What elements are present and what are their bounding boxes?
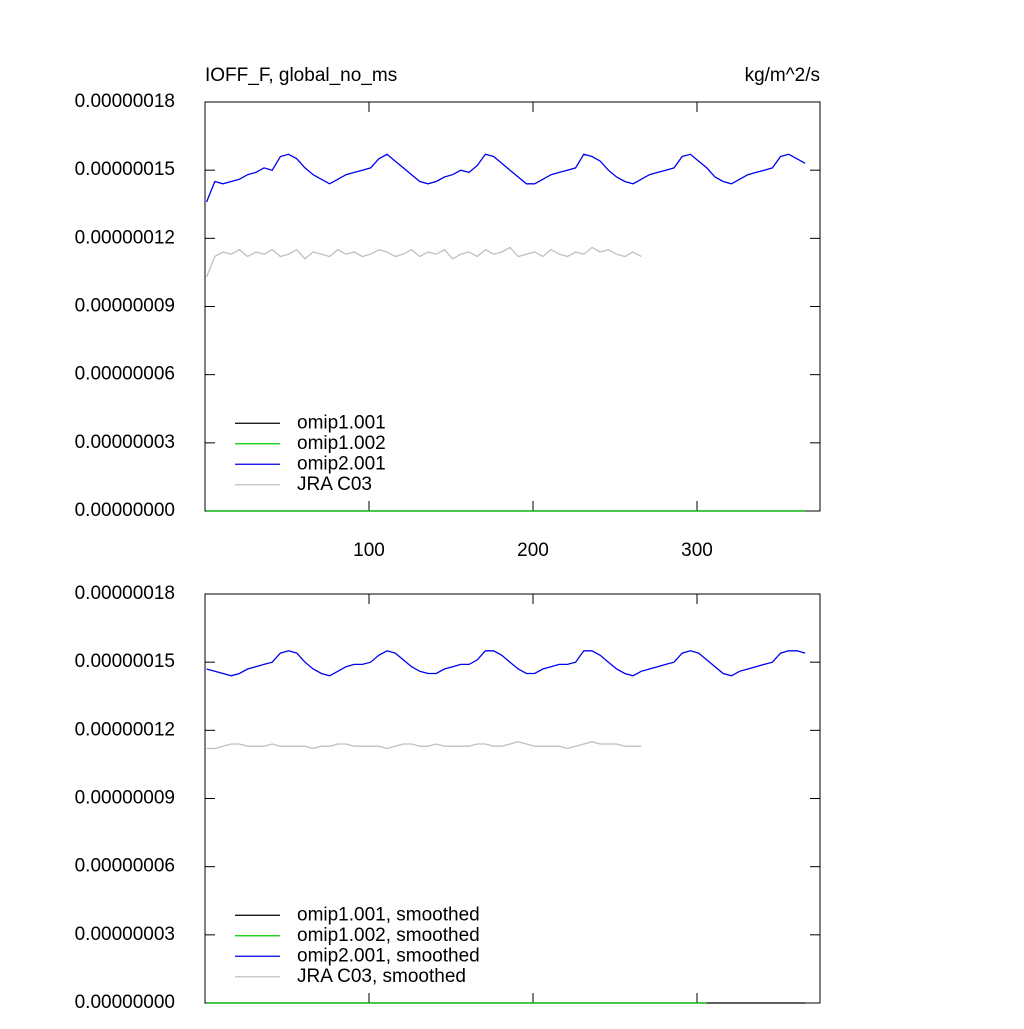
x-tick-label: 300 [681, 540, 713, 561]
legend-label: JRA C03 [297, 474, 372, 495]
x-tick-label: 200 [517, 540, 549, 561]
series-line [205, 246, 642, 278]
legend-label: JRA C03, smoothed [297, 966, 466, 987]
legend-label: omip2.001 [297, 453, 386, 474]
series-line [206, 650, 806, 677]
y-tick-label: 0.00000000 [75, 500, 175, 521]
y-tick-label: 0.00000009 [75, 296, 175, 317]
y-tick-label: 0.00000009 [75, 788, 175, 809]
y-tick-label: 0.00000012 [75, 719, 175, 740]
legend-label: omip1.002 [297, 433, 386, 454]
legend-label: omip1.001 [297, 412, 386, 433]
legend-label: omip2.001, smoothed [297, 945, 480, 966]
x-tick-label: 100 [353, 540, 385, 561]
y-tick-label: 0.00000006 [75, 856, 175, 877]
y-tick-label: 0.00000003 [75, 924, 175, 945]
y-tick-label: 0.00000018 [75, 91, 175, 112]
chart-title: IOFF_F, global_no_ms [205, 65, 397, 86]
y-tick-label: 0.00000000 [75, 992, 175, 1013]
y-tick-label: 0.00000006 [75, 364, 175, 385]
legend-label: omip1.001, smoothed [297, 904, 480, 925]
legend-label: omip1.002, smoothed [297, 925, 480, 946]
series-line [206, 741, 642, 750]
y-tick-label: 0.00000015 [75, 651, 175, 672]
series-line [205, 153, 806, 203]
y-tick-label: 0.00000018 [75, 583, 175, 604]
y-tick-label: 0.00000015 [75, 159, 175, 180]
y-tick-label: 0.00000003 [75, 432, 175, 453]
units-label: kg/m^2/s [745, 65, 820, 86]
y-tick-label: 0.00000012 [75, 227, 175, 248]
